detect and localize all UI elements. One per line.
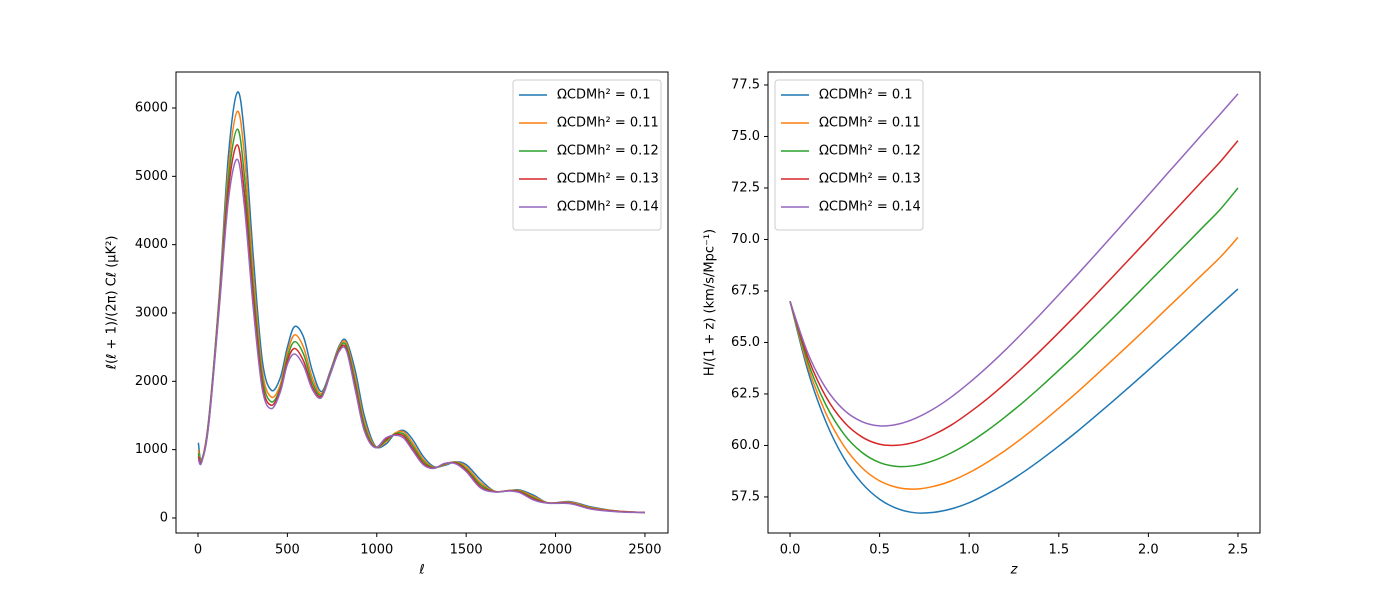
y-tick-label: 6000 [135,101,168,116]
y-tick-label: 5000 [135,169,168,184]
legend-label: ΩCDMh² = 0.12 [819,144,921,159]
legend-label: ΩCDMh² = 0.14 [819,200,921,215]
series-group [789,93,1239,514]
x-tick-label: 0.0 [780,543,801,558]
y-tick-label: 3000 [135,305,168,320]
y-tick-label: 2000 [135,374,168,389]
legend-label: ΩCDMh² = 0.11 [819,116,921,131]
x-tick-label: 1.5 [1048,543,1069,558]
axes-frame [175,71,669,534]
data-line [789,140,1239,447]
x-tick-label: 2.5 [1228,543,1249,558]
y-tick-label: 0 [160,510,168,525]
legend-frame [512,79,662,231]
y-tick-label: 72.5 [731,180,760,195]
legend-label: ΩCDMh² = 0.12 [557,144,659,159]
legend: ΩCDMh² = 0.1 ΩCDMh² = 0.11 ΩCDMh² = 0.12 ΩC… [512,79,662,231]
data-line [789,187,1239,468]
x-tick-label: 1000 [360,543,393,558]
y-tick-label: 75.0 [731,129,760,144]
y-tick-label: 1000 [135,442,168,457]
x-tick-label: 1500 [450,543,483,558]
legend-label: ΩCDMh² = 0.1 [819,88,913,103]
y-tick-label: 70.0 [731,232,760,247]
x-tick-label: 500 [275,543,300,558]
y-axis-label: ℓ(ℓ + 1)/(2π) Cℓ (μK²) [105,236,120,371]
x-axis-label: z [1010,563,1019,578]
y-tick-label: 65.0 [731,335,760,350]
x-tick-label: 2000 [539,543,572,558]
legend-frame [774,79,924,231]
legend-label: ΩCDMh² = 0.1 [557,88,651,103]
y-axis-label: H/(1 + z) (km/s/Mpc⁻¹) [703,229,718,376]
y-tick-label: 57.5 [731,489,760,504]
y-tick-label: 67.5 [731,283,760,298]
data-line [789,236,1239,490]
axes: 0.0 0.5 1.0 1.5 2.0 2.5 57.5 60.0 62.5 65.0 67.5 70… [703,71,1261,578]
data-line [197,158,645,514]
y-tick-label: 62.5 [731,386,760,401]
x-tick-label: 1.0 [959,543,980,558]
y-tick-label: 77.5 [731,77,760,92]
data-line [789,93,1239,427]
y-tick-label: 4000 [135,237,168,252]
series-group [197,91,645,514]
legend-label: ΩCDMh² = 0.11 [557,116,659,131]
axes: 0 500 1000 1500 2000 2500 0 1000 2000 3000 4000 500… [105,71,669,578]
x-tick-label: 2.0 [1138,543,1159,558]
legend: ΩCDMh² = 0.1 ΩCDMh² = 0.11 ΩCDMh² = 0.12 ΩC… [774,79,924,231]
x-tick-label: 2500 [628,543,661,558]
x-tick-label: 0 [194,543,202,558]
data-line [789,288,1239,514]
x-tick-label: 0.5 [869,543,890,558]
legend-label: ΩCDMh² = 0.13 [557,172,659,187]
legend-label: ΩCDMh² = 0.13 [819,172,921,187]
y-tick-label: 60.0 [731,438,760,453]
legend-label: ΩCDMh² = 0.14 [557,200,659,215]
axes-frame [767,71,1261,534]
x-axis-label: ℓ [418,563,424,578]
